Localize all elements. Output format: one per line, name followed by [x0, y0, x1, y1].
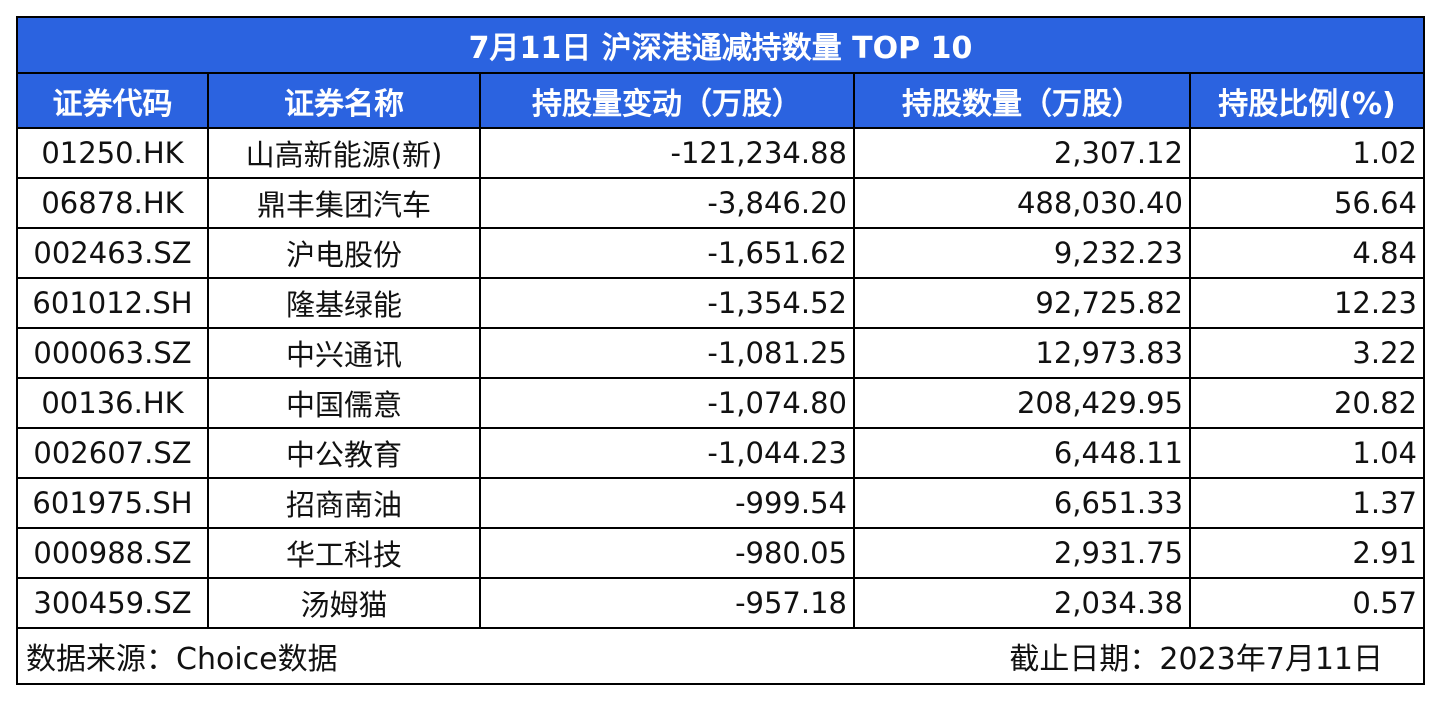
footer-date: 截止日期：2023年7月11日 — [1009, 642, 1383, 677]
cell-name: 中公教育 — [207, 427, 481, 479]
table-row: 00136.HK 中国儒意 -1,074.80 208,429.95 20.82 — [18, 377, 1423, 429]
cell-name: 山高新能源(新) — [207, 127, 481, 179]
cell-code: 300459.SZ — [18, 577, 209, 629]
header-holding: 持股数量（万股） — [853, 74, 1191, 129]
header-code: 证券代码 — [18, 74, 209, 129]
cell-change: -1,354.52 — [479, 277, 855, 329]
header-row: 证券代码 证券名称 持股量变动（万股） 持股数量（万股） 持股比例(%) — [18, 74, 1423, 129]
cell-change: -121,234.88 — [479, 127, 855, 179]
cell-ratio: 4.84 — [1189, 227, 1423, 279]
cell-ratio: 12.23 — [1189, 277, 1423, 329]
cell-ratio: 3.22 — [1189, 327, 1423, 379]
header-name: 证券名称 — [207, 74, 481, 129]
table-row: 300459.SZ 汤姆猫 -957.18 2,034.38 0.57 — [18, 577, 1423, 629]
cell-name: 中国儒意 — [207, 377, 481, 429]
cell-code: 002463.SZ — [18, 227, 209, 279]
cell-holding: 6,651.33 — [853, 477, 1191, 529]
cell-name: 中兴通讯 — [207, 327, 481, 379]
cell-change: -1,074.80 — [479, 377, 855, 429]
table-row: 002463.SZ 沪电股份 -1,651.62 9,232.23 4.84 — [18, 227, 1423, 279]
table-row: 601975.SH 招商南油 -999.54 6,651.33 1.37 — [18, 477, 1423, 529]
cell-name: 隆基绿能 — [207, 277, 481, 329]
header-ratio: 持股比例(%) — [1189, 74, 1423, 129]
cell-name: 鼎丰集团汽车 — [207, 177, 481, 229]
table-frame: 7月11日 沪深港通减持数量 TOP 10 证券代码 证券名称 持股量变动（万股… — [16, 16, 1425, 685]
table-row: 601012.SH 隆基绿能 -1,354.52 92,725.82 12.23 — [18, 277, 1423, 329]
cell-code: 000063.SZ — [18, 327, 209, 379]
cell-ratio: 1.02 — [1189, 127, 1423, 179]
table-row: 002607.SZ 中公教育 -1,044.23 6,448.11 1.04 — [18, 427, 1423, 479]
cell-code: 000988.SZ — [18, 527, 209, 579]
cell-code: 00136.HK — [18, 377, 209, 429]
cell-code: 01250.HK — [18, 127, 209, 179]
cell-ratio: 1.37 — [1189, 477, 1423, 529]
cell-name: 汤姆猫 — [207, 577, 481, 629]
cell-ratio: 0.57 — [1189, 577, 1423, 629]
data-table: 证券代码 证券名称 持股量变动（万股） 持股数量（万股） 持股比例(%) 012… — [18, 74, 1423, 629]
cell-name: 沪电股份 — [207, 227, 481, 279]
table-row: 01250.HK 山高新能源(新) -121,234.88 2,307.12 1.02 — [18, 127, 1423, 179]
cell-change: -1,651.62 — [479, 227, 855, 279]
cell-ratio: 2.91 — [1189, 527, 1423, 579]
table-row: 000063.SZ 中兴通讯 -1,081.25 12,973.83 3.22 — [18, 327, 1423, 379]
cell-ratio: 20.82 — [1189, 377, 1423, 429]
cell-change: -1,081.25 — [479, 327, 855, 379]
footer-source: 数据来源：Choice数据 — [26, 642, 338, 677]
cell-holding: 2,931.75 — [853, 527, 1191, 579]
cell-holding: 6,448.11 — [853, 427, 1191, 479]
cell-change: -1,044.23 — [479, 427, 855, 479]
cell-holding: 12,973.83 — [853, 327, 1191, 379]
cell-holding: 488,030.40 — [853, 177, 1191, 229]
cell-code: 002607.SZ — [18, 427, 209, 479]
header-change: 持股量变动（万股） — [479, 74, 855, 129]
cell-holding: 2,307.12 — [853, 127, 1191, 179]
cell-change: -3,846.20 — [479, 177, 855, 229]
table-title: 7月11日 沪深港通减持数量 TOP 10 — [18, 18, 1423, 74]
cell-name: 华工科技 — [207, 527, 481, 579]
cell-code: 601012.SH — [18, 277, 209, 329]
cell-code: 601975.SH — [18, 477, 209, 529]
cell-name: 招商南油 — [207, 477, 481, 529]
cell-ratio: 1.04 — [1189, 427, 1423, 479]
table-footer: 数据来源：Choice数据 截止日期：2023年7月11日 — [18, 629, 1423, 683]
table-row: 000988.SZ 华工科技 -980.05 2,931.75 2.91 — [18, 527, 1423, 579]
cell-ratio: 56.64 — [1189, 177, 1423, 229]
cell-holding: 208,429.95 — [853, 377, 1191, 429]
cell-change: -999.54 — [479, 477, 855, 529]
table-body: 01250.HK 山高新能源(新) -121,234.88 2,307.12 1.02 0… — [18, 127, 1423, 629]
cell-holding: 92,725.82 — [853, 277, 1191, 329]
table-row: 06878.HK 鼎丰集团汽车 -3,846.20 488,030.40 56.64 — [18, 177, 1423, 229]
cell-holding: 2,034.38 — [853, 577, 1191, 629]
cell-code: 06878.HK — [18, 177, 209, 229]
cell-change: -957.18 — [479, 577, 855, 629]
cell-holding: 9,232.23 — [853, 227, 1191, 279]
cell-change: -980.05 — [479, 527, 855, 579]
